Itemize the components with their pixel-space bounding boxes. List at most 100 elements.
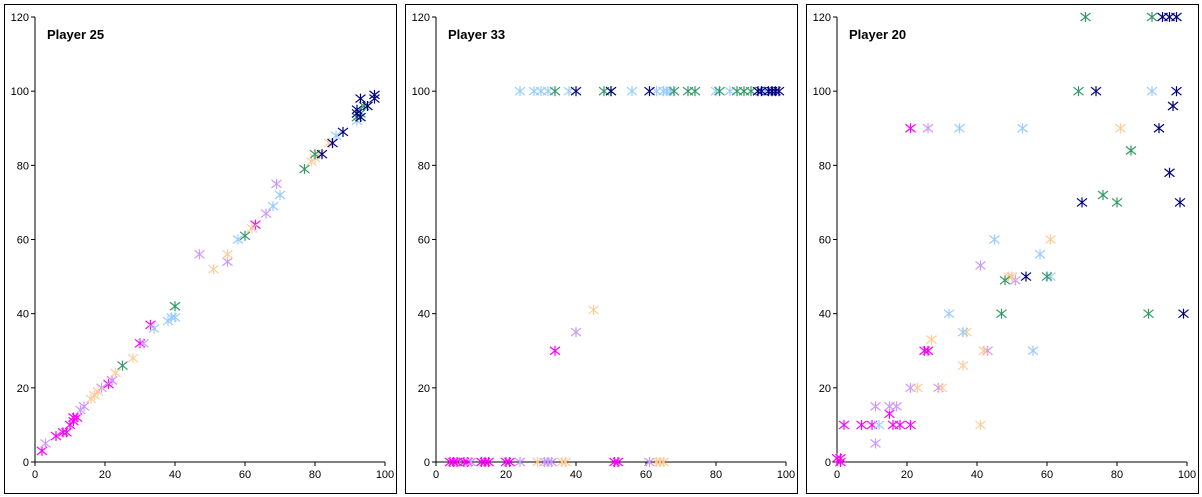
data-point — [943, 308, 955, 319]
data-point — [626, 86, 638, 97]
data-point — [905, 123, 916, 134]
data-point — [50, 431, 62, 442]
data-point — [1076, 197, 1088, 208]
data-point — [514, 86, 526, 97]
data-point — [1178, 308, 1189, 319]
x-tick-label: 80 — [710, 469, 722, 481]
y-tick-label: 60 — [819, 235, 831, 247]
data-point — [267, 201, 279, 212]
data-point — [1041, 271, 1053, 282]
y-tick-label: 80 — [17, 160, 29, 172]
x-tick-label: 20 — [500, 469, 512, 481]
data-point — [1146, 12, 1158, 22]
chart-title: Player 20 — [849, 27, 906, 42]
data-point — [588, 304, 599, 315]
data-point — [1171, 12, 1182, 22]
data-point — [362, 101, 373, 111]
y-tick-label: 0 — [825, 457, 831, 469]
data-point — [1006, 271, 1018, 282]
x-tick-label: 60 — [1041, 469, 1053, 481]
data-point — [926, 334, 937, 345]
data-point — [110, 368, 121, 378]
chart-title: Player 33 — [448, 27, 505, 42]
data-point — [1027, 345, 1039, 356]
y-tick-label: 40 — [819, 309, 831, 321]
x-tick-label: 60 — [239, 469, 251, 481]
y-tick-label: 60 — [17, 235, 29, 247]
data-point — [905, 419, 916, 430]
data-point — [1045, 234, 1056, 245]
data-point — [1153, 123, 1165, 134]
x-tick-label: 40 — [971, 469, 983, 481]
y-tick-label: 60 — [418, 235, 430, 247]
data-point — [222, 249, 233, 260]
x-tick-label: 100 — [1178, 469, 1196, 481]
data-point — [549, 86, 561, 97]
data-point — [957, 360, 969, 371]
data-point — [1034, 249, 1046, 260]
data-point — [549, 345, 561, 356]
y-tick-label: 20 — [17, 383, 29, 395]
data-point — [1171, 86, 1182, 97]
y-tick-label: 120 — [11, 12, 29, 24]
x-tick-label: 80 — [1111, 469, 1123, 481]
data-point — [856, 419, 867, 430]
data-point — [989, 234, 1000, 245]
data-point — [337, 126, 349, 137]
data-point — [274, 190, 286, 200]
data-point — [954, 123, 965, 134]
data-point — [169, 312, 181, 323]
data-point — [78, 401, 90, 412]
data-point — [483, 457, 494, 467]
data-point — [239, 230, 251, 241]
data-point — [1090, 86, 1102, 97]
y-tick-label: 100 — [412, 86, 430, 98]
data-point — [127, 353, 139, 364]
y-tick-label: 100 — [813, 86, 831, 98]
data-point — [957, 327, 969, 338]
data-point — [570, 327, 582, 338]
data-point — [1020, 271, 1032, 282]
data-point — [873, 419, 885, 430]
data-point — [1017, 123, 1028, 134]
data-point — [773, 86, 785, 97]
x-tick-label: 40 — [570, 469, 582, 481]
data-point — [570, 86, 582, 97]
data-point — [922, 345, 934, 356]
data-point — [194, 249, 205, 260]
data-point — [369, 89, 380, 100]
data-point — [148, 323, 160, 334]
data-point — [838, 419, 850, 430]
x-tick-label: 100 — [376, 469, 394, 481]
data-point — [514, 457, 526, 467]
chart-panel-player-33: 0 20 40 60 80 100 120 0 20 40 60 80 100 Player 33 — [405, 4, 798, 494]
data-point — [668, 86, 680, 97]
data-point — [355, 93, 366, 104]
scatter-plot: 0 20 40 60 80 100 120 0 20 40 60 80 100 Player 20 — [813, 12, 1196, 481]
data-point — [922, 123, 934, 134]
data-point — [1073, 86, 1084, 97]
data-point — [1164, 167, 1175, 178]
data-point — [316, 149, 328, 160]
data-point — [465, 457, 477, 467]
data-point — [612, 457, 624, 467]
chart-title: Player 25 — [47, 27, 104, 42]
y-tick-label: 120 — [412, 12, 430, 24]
data-point — [644, 86, 655, 97]
data-point — [560, 457, 571, 467]
y-tick-label: 20 — [819, 383, 831, 395]
data-point — [1143, 308, 1154, 319]
data-point — [532, 457, 543, 467]
chart-panel-player-25: 0 20 40 60 80 100 120 0 20 40 60 80 100 Player 25 — [4, 4, 397, 494]
data-point — [1125, 145, 1137, 156]
x-tick-label: 100 — [777, 469, 795, 481]
y-tick-label: 80 — [819, 160, 831, 172]
data-point — [138, 338, 149, 349]
data-point — [605, 86, 617, 97]
data-point — [999, 275, 1011, 286]
y-tick-label: 0 — [424, 457, 430, 469]
data-point — [169, 301, 181, 312]
data-point — [870, 438, 881, 449]
data-point — [271, 178, 282, 189]
x-tick-label: 20 — [99, 469, 111, 481]
